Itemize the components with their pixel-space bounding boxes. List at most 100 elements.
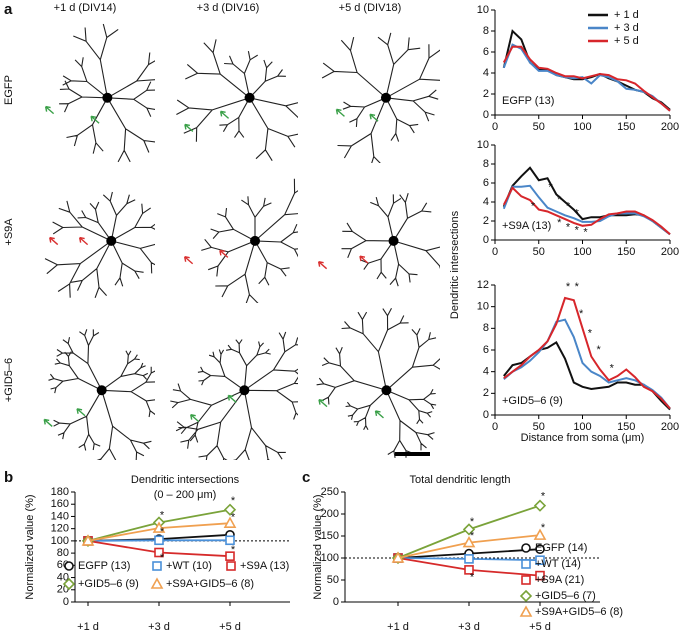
arrow: [359, 255, 369, 264]
micrographs: [43, 23, 440, 460]
row-label: +GID5–6: [3, 358, 15, 402]
soma: [381, 385, 392, 396]
marker: [154, 535, 164, 546]
column-header: +5 d (DIV18): [339, 2, 402, 14]
x-tick-label: +3 d: [148, 621, 170, 633]
y-tick-label: 0: [333, 596, 339, 608]
marker: [533, 528, 547, 540]
arrow: [43, 418, 53, 427]
arrow: [374, 410, 384, 419]
significance-mark: *: [160, 526, 165, 538]
significance-mark: *: [596, 344, 601, 356]
neuron: [341, 193, 440, 287]
chart-annotation: +GID5–6 (9): [502, 395, 563, 407]
x-tick-label: 50: [533, 121, 545, 133]
arrow: [78, 236, 89, 246]
panel-label: a: [4, 1, 13, 18]
y-tick-label: 80: [57, 547, 69, 559]
soma: [106, 235, 117, 246]
x-tick-label: 100: [573, 421, 591, 433]
legend-label: +GID5–6 (9): [78, 578, 139, 590]
x-tick-label: 100: [573, 246, 591, 258]
legend-label: +WT (10): [166, 560, 212, 572]
legend-label: +S9A (21): [535, 574, 584, 586]
marker: [464, 554, 474, 564]
significance-mark: *: [160, 510, 165, 522]
significance-mark: *: [541, 522, 546, 534]
marker: [519, 589, 533, 603]
marker: [154, 547, 164, 558]
x-axis-label: Distance from soma (μm): [521, 432, 645, 444]
arrow: [219, 249, 229, 258]
chart-title: Dendritic intersections: [131, 474, 240, 486]
neuron: [170, 331, 298, 460]
panel-label: b: [4, 469, 13, 486]
soma: [244, 92, 255, 103]
significance-mark: *: [231, 544, 236, 556]
legend-label: +WT (14): [535, 558, 581, 570]
y-tick-label: 180: [51, 486, 69, 498]
significance-mark: *: [566, 281, 571, 293]
y-tick-label: 8: [483, 158, 489, 170]
marker: [225, 535, 235, 546]
marker: [223, 503, 237, 516]
legend-label: EGFP (14): [535, 542, 587, 554]
soma: [239, 385, 250, 396]
neuron: [176, 39, 298, 161]
y-tick-label: 6: [483, 344, 489, 356]
y-axis-label: Normalized value (%): [312, 494, 324, 599]
significance-mark: *: [575, 207, 580, 219]
arrow: [335, 108, 345, 117]
significance-mark: *: [575, 224, 580, 236]
marker: [150, 577, 164, 589]
arrow: [227, 394, 237, 403]
y-tick-label: 120: [51, 523, 69, 535]
series-line: [502, 45, 671, 112]
neuron: [316, 307, 440, 458]
soma: [380, 92, 391, 103]
chart-annotation: +S9A (13): [502, 220, 551, 232]
y-tick-label: 12: [477, 279, 489, 291]
y-tick-label: 160: [51, 498, 69, 510]
legend-label: +S9A (13): [240, 560, 289, 572]
y-tick-label: 4: [483, 67, 489, 79]
soma: [96, 385, 107, 396]
y-tick-label: 8: [483, 322, 489, 334]
x-tick-label: 50: [533, 421, 545, 433]
y-tick-label: 6: [483, 177, 489, 189]
significance-mark: *: [557, 194, 562, 206]
y-tick-label: 8: [483, 25, 489, 37]
significance-mark: *: [470, 530, 475, 542]
marker: [152, 561, 162, 571]
x-tick-label: 0: [492, 121, 498, 133]
y-tick-label: 0: [63, 596, 69, 608]
x-tick-label: 200: [661, 121, 679, 133]
marker: [226, 561, 236, 571]
significance-mark: *: [531, 201, 536, 213]
significance-mark: *: [541, 490, 546, 502]
legend-label: + 5 d: [614, 35, 639, 47]
neuron: [59, 23, 155, 163]
chart-annotation: EGFP (13): [502, 95, 554, 107]
marker: [535, 570, 545, 581]
series-line: [502, 186, 671, 236]
significance-mark: *: [160, 552, 165, 564]
series-line: [502, 184, 671, 236]
y-tick-label: 6: [483, 46, 489, 58]
column-header: +1 d (DIV14): [54, 2, 117, 14]
y-tick-label: 4: [483, 196, 489, 208]
x-tick-label: +5 d: [219, 621, 241, 633]
marker: [533, 499, 547, 512]
y-axis-label: Normalized value (%): [24, 494, 36, 599]
significance-mark: *: [231, 495, 236, 507]
significance-mark: *: [610, 362, 615, 374]
x-tick-label: 150: [617, 421, 635, 433]
x-tick-label: +1 d: [387, 621, 409, 633]
y-tick-label: 140: [51, 510, 69, 522]
marker: [62, 577, 76, 591]
scale-bar: [395, 452, 430, 456]
marker: [535, 544, 545, 555]
x-tick-label: 0: [492, 246, 498, 258]
legend-label: +S9A+GID5–6 (8): [535, 606, 623, 618]
